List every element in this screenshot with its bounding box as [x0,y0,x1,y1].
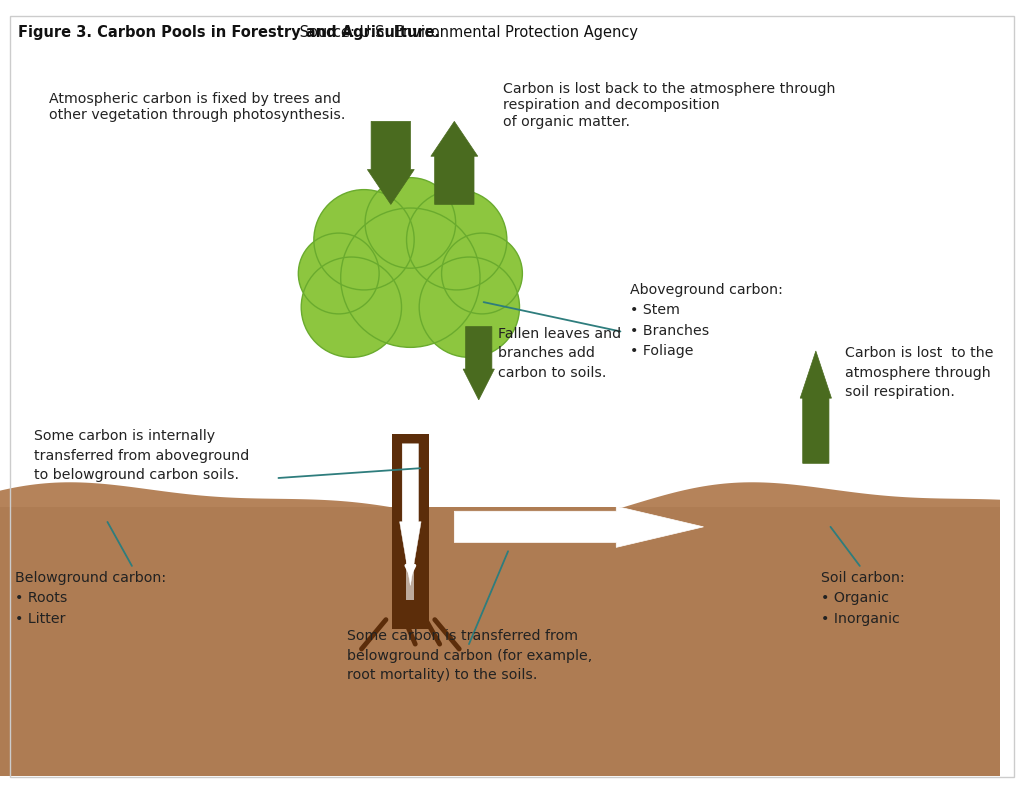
Polygon shape [463,327,495,400]
Text: Carbon is lost back to the atmosphere through
respiration and decomposition
of o: Carbon is lost back to the atmosphere th… [503,82,836,129]
Circle shape [298,233,379,314]
Polygon shape [800,351,831,463]
Circle shape [313,190,414,290]
Circle shape [407,190,507,290]
Text: Aboveground carbon:
• Stem
• Branches
• Foliage: Aboveground carbon: • Stem • Branches • … [630,283,783,359]
Circle shape [301,257,401,357]
Polygon shape [455,506,703,547]
Circle shape [366,177,456,268]
Text: Figure 3. Carbon Pools in Forestry and Agriculture.: Figure 3. Carbon Pools in Forestry and A… [18,25,440,40]
Polygon shape [399,444,421,586]
Text: Source: U.S. Environmental Protection Agency: Source: U.S. Environmental Protection Ag… [295,25,638,40]
Circle shape [441,233,522,314]
Circle shape [341,208,480,347]
Polygon shape [0,507,1000,776]
Text: Fallen leaves and
branches add
carbon to soils.: Fallen leaves and branches add carbon to… [499,327,622,380]
Text: Some carbon is internally
transferred from aboveground
to belowground carbon soi: Some carbon is internally transferred fr… [34,429,250,482]
Polygon shape [0,507,1000,776]
Polygon shape [368,122,415,204]
FancyBboxPatch shape [392,434,429,630]
Circle shape [419,257,519,357]
Polygon shape [431,122,478,204]
Text: Atmospheric carbon is fixed by trees and
other vegetation through photosynthesis: Atmospheric carbon is fixed by trees and… [49,92,345,122]
FancyBboxPatch shape [407,463,415,600]
Text: Belowground carbon:
• Roots
• Litter: Belowground carbon: • Roots • Litter [14,571,166,626]
Text: Carbon is lost  to the
atmosphere through
soil respiration.: Carbon is lost to the atmosphere through… [845,346,993,399]
Text: Soil carbon:
• Organic
• Inorganic: Soil carbon: • Organic • Inorganic [820,571,904,626]
Text: Some carbon is transferred from
belowground carbon (for example,
root mortality): Some carbon is transferred from belowgro… [347,630,592,682]
Polygon shape [0,482,1000,526]
